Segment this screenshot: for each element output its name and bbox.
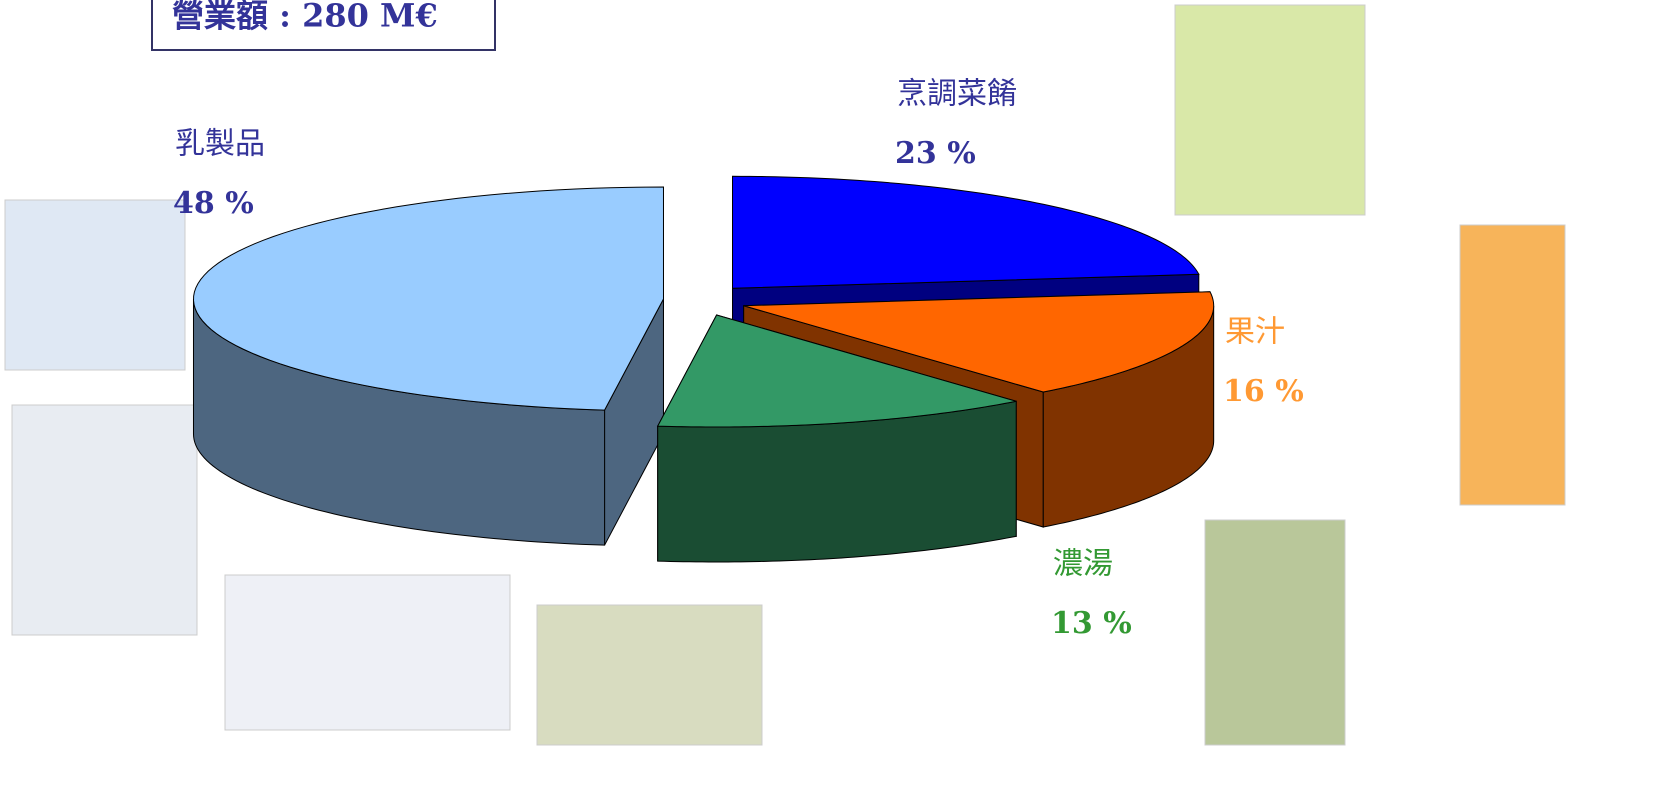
slice-top <box>743 291 1215 393</box>
product-images <box>4 4 1566 746</box>
slice-label: 烹調菜餚 <box>897 77 1017 112</box>
pie-slice <box>656 314 1017 563</box>
image-milk-powder <box>11 404 198 636</box>
chart-title: 營業額 : 280 M€ <box>172 0 438 35</box>
slice-value-label: 23 % <box>895 136 976 171</box>
image-soup <box>1204 519 1346 746</box>
slice-value-label: 48 % <box>173 186 254 221</box>
image-juice <box>1459 224 1566 506</box>
image-pastry <box>1174 4 1366 216</box>
slice-top <box>193 186 664 411</box>
slice-top <box>656 314 1017 428</box>
slice-top <box>732 175 1200 289</box>
title-box <box>151 0 496 51</box>
image-cheese <box>224 574 511 731</box>
image-butter <box>536 604 763 746</box>
pie-slice <box>192 186 664 546</box>
slice-label: 果汁 <box>1225 315 1285 350</box>
slice-label: 乳製品 <box>175 127 265 162</box>
slice-value-label: 16 % <box>1223 374 1304 409</box>
slice-label: 濃湯 <box>1053 547 1113 582</box>
image-yogurt <box>4 199 186 371</box>
slice-value-label: 13 % <box>1051 606 1132 641</box>
